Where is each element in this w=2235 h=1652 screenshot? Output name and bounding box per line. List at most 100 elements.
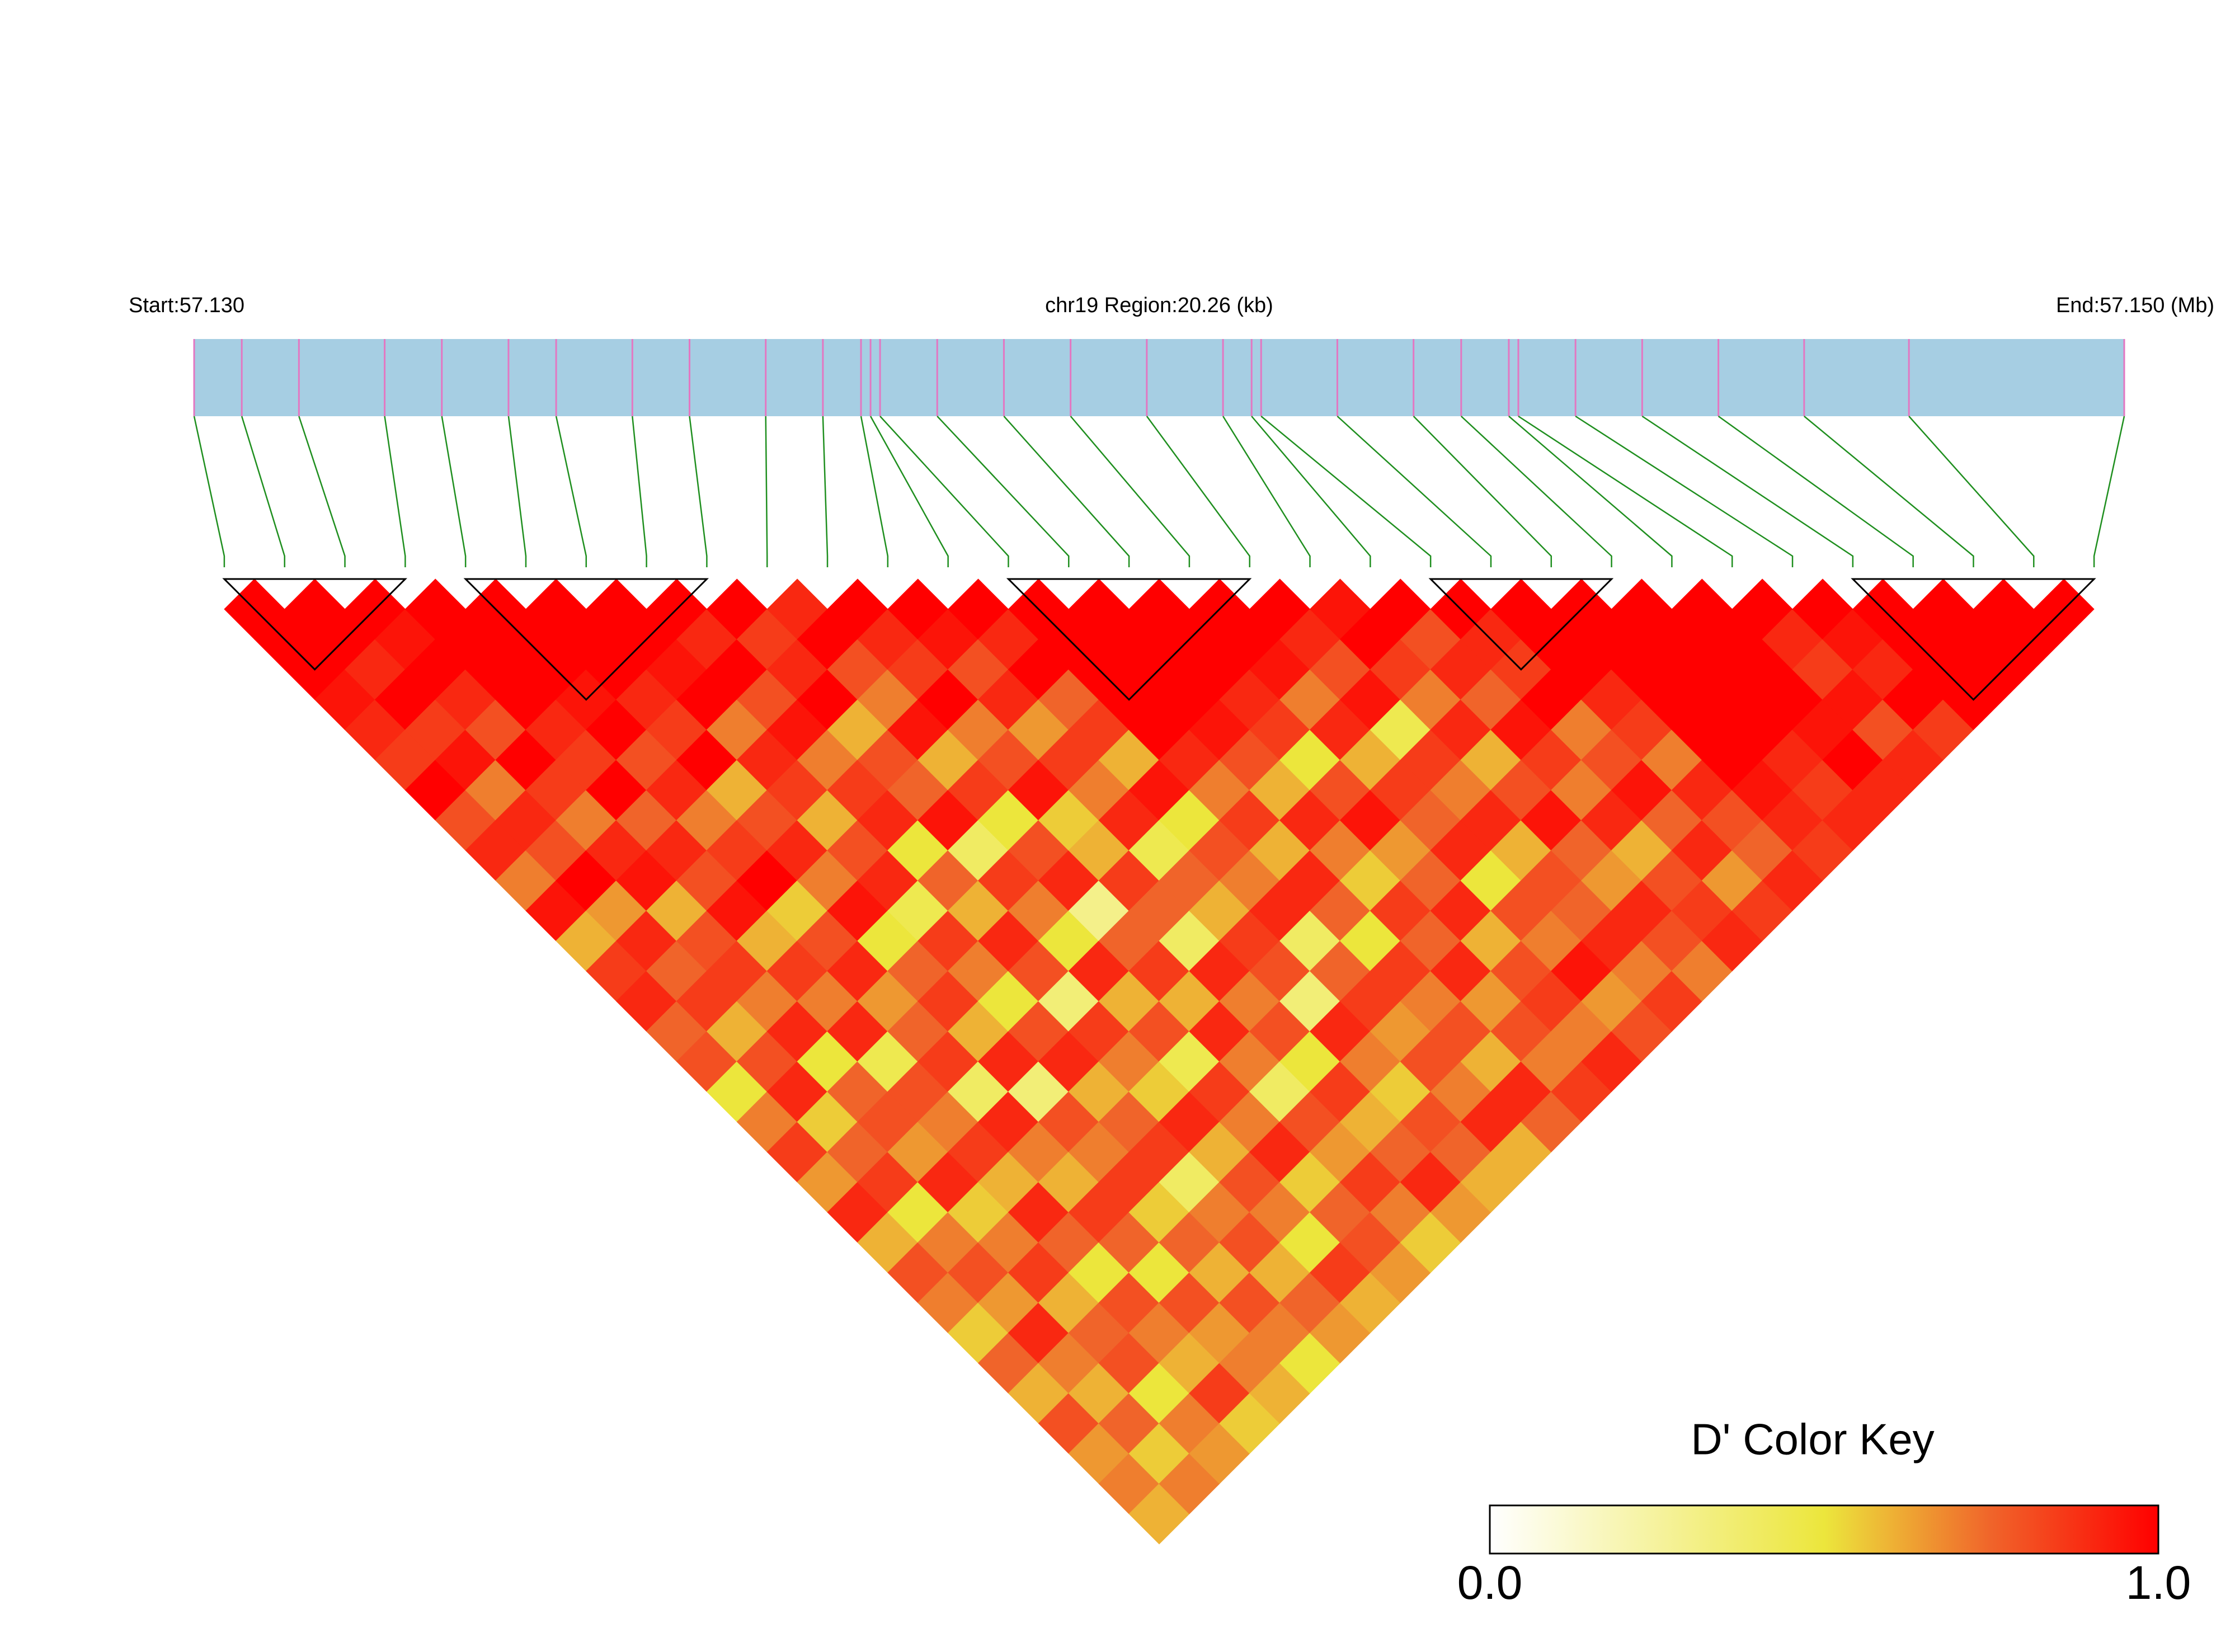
ld-cell bbox=[827, 1061, 888, 1122]
ld-cell bbox=[1731, 639, 1793, 700]
ld-cell bbox=[1189, 940, 1250, 1002]
ld-cell bbox=[797, 729, 858, 790]
ld-cell bbox=[1038, 729, 1099, 790]
ld-cell bbox=[1430, 1001, 1491, 1062]
ld-cell bbox=[1128, 820, 1190, 881]
ld-cell bbox=[1159, 850, 1220, 911]
ld-cell bbox=[1279, 971, 1341, 1032]
ld-cell bbox=[1400, 971, 1461, 1032]
ld-cell bbox=[1581, 729, 1643, 790]
ld-cell bbox=[1309, 880, 1371, 942]
ld-block bbox=[1851, 578, 2096, 701]
ld-cell bbox=[1249, 639, 1311, 700]
ld-cell bbox=[1189, 1061, 1250, 1122]
ld-cell bbox=[495, 669, 557, 731]
ld-cell bbox=[1068, 820, 1130, 881]
snp-link bbox=[1718, 415, 1914, 567]
ld-cell bbox=[948, 1061, 1009, 1122]
ld-cell bbox=[495, 789, 557, 851]
ld-cell bbox=[887, 578, 949, 640]
ld-cell bbox=[766, 639, 828, 700]
ld-cell bbox=[736, 850, 798, 911]
ld-cell bbox=[917, 1212, 979, 1273]
ld-cell bbox=[1159, 729, 1220, 790]
ld-cell bbox=[676, 609, 737, 670]
snp-link bbox=[298, 416, 346, 567]
ld-cell bbox=[646, 880, 708, 942]
ld-cell bbox=[887, 820, 949, 881]
ld-cell bbox=[827, 820, 888, 881]
ld-cell bbox=[977, 1272, 1039, 1334]
ld-cell bbox=[1400, 669, 1461, 731]
ld-cell bbox=[1279, 669, 1341, 731]
ld-cell bbox=[1068, 940, 1130, 1002]
ld-cell bbox=[1671, 578, 1733, 640]
ld-cell bbox=[1400, 850, 1461, 911]
ld-cell bbox=[827, 940, 888, 1002]
ld-cell bbox=[887, 759, 949, 821]
ld-cell bbox=[917, 1151, 979, 1213]
ld-cell bbox=[1189, 699, 1250, 761]
ld-cell bbox=[1551, 820, 1612, 881]
ld-cell bbox=[1128, 699, 1190, 761]
ld-cell bbox=[646, 940, 708, 1002]
snp-link bbox=[822, 416, 829, 567]
ld-cell bbox=[827, 1001, 888, 1062]
ld-cell bbox=[1973, 578, 2034, 640]
ld-cell bbox=[1551, 1061, 1612, 1122]
snp-link bbox=[2093, 416, 2125, 567]
ld-cell bbox=[525, 759, 587, 821]
ld-cell bbox=[374, 609, 436, 670]
ld-cell bbox=[1521, 971, 1582, 1032]
ld-cell bbox=[1792, 639, 1853, 700]
ld-cell bbox=[1159, 971, 1220, 1032]
ld-cell bbox=[1641, 910, 1702, 972]
ld-cell bbox=[1641, 729, 1702, 790]
ld-cell bbox=[1611, 759, 1673, 821]
ld-cell bbox=[1249, 759, 1311, 821]
ld-cell bbox=[1038, 910, 1099, 972]
ld-cell bbox=[1219, 789, 1281, 851]
ld-cell bbox=[1279, 1030, 1341, 1093]
ld-cell bbox=[706, 1001, 768, 1062]
ld-cell bbox=[1279, 729, 1341, 790]
ld-cell bbox=[1038, 850, 1099, 911]
ld-cell bbox=[1641, 971, 1702, 1032]
ld-cell bbox=[1159, 910, 1220, 972]
ld-cell bbox=[1219, 729, 1281, 790]
ld-cell bbox=[1370, 699, 1431, 761]
ld-cell bbox=[556, 729, 617, 790]
ld-cell bbox=[1339, 609, 1401, 670]
ld-cell bbox=[887, 1242, 949, 1303]
ld-cell bbox=[1249, 578, 1311, 640]
ld-cell bbox=[1581, 850, 1643, 911]
ld-cell bbox=[1792, 820, 1853, 881]
ld-cell bbox=[1551, 639, 1612, 700]
ld-cell bbox=[1490, 1061, 1552, 1122]
ld-cell bbox=[1430, 940, 1491, 1002]
ld-cell bbox=[706, 820, 768, 881]
ld-cell bbox=[1098, 850, 1160, 911]
ld-cell bbox=[1521, 1030, 1582, 1093]
ld-cell bbox=[1370, 639, 1431, 700]
ld-cell bbox=[766, 1001, 828, 1062]
ld-cell bbox=[766, 699, 828, 761]
ld-cell bbox=[1792, 759, 1853, 821]
ld-cell bbox=[586, 880, 647, 942]
ld-cell bbox=[1370, 759, 1431, 821]
ld-cell bbox=[887, 699, 949, 761]
snp-link bbox=[507, 416, 527, 567]
snp-link bbox=[1260, 416, 1432, 567]
ld-cell bbox=[1490, 1001, 1552, 1062]
ld-cell bbox=[1611, 820, 1673, 881]
ld-cell bbox=[948, 759, 1009, 821]
ld-cell bbox=[1701, 850, 1763, 911]
ld-cell bbox=[1611, 1001, 1673, 1062]
ld-cell bbox=[435, 669, 496, 731]
ld-cell bbox=[736, 1030, 798, 1093]
ld-cell bbox=[1460, 669, 1522, 731]
ld-cell bbox=[1189, 880, 1250, 942]
ld-cell bbox=[1641, 609, 1702, 670]
ld-cell bbox=[917, 789, 979, 851]
ld-cell bbox=[797, 910, 858, 972]
